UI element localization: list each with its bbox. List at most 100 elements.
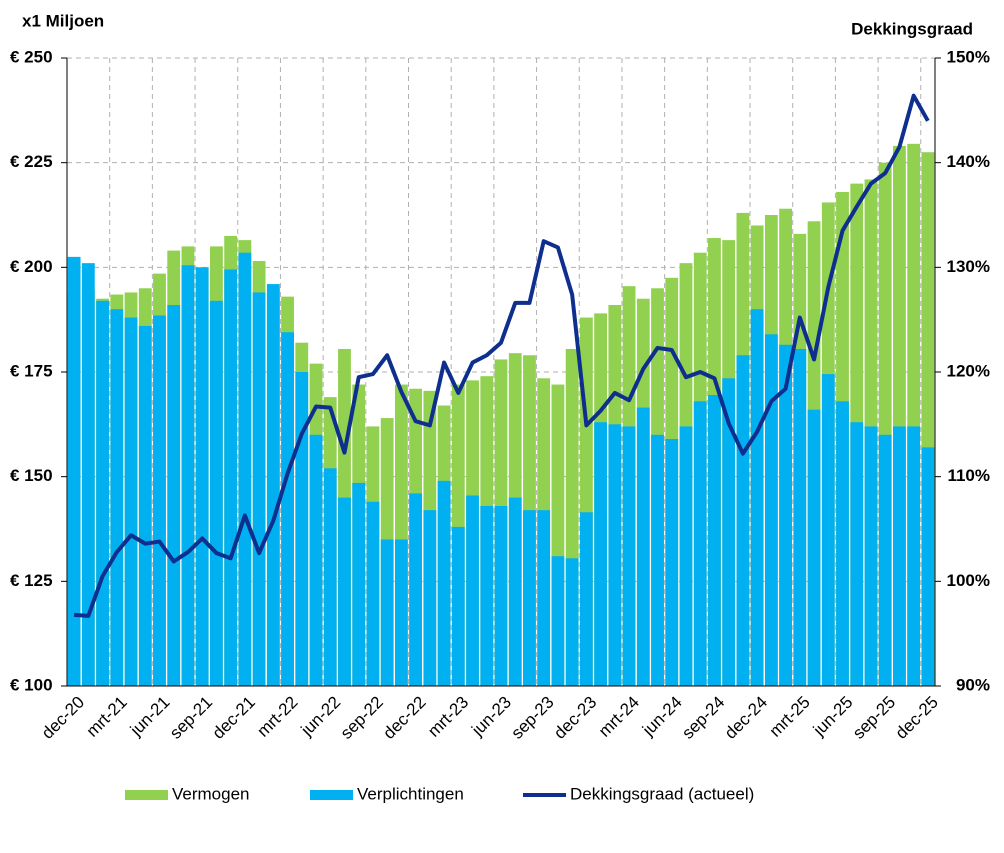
bar xyxy=(252,292,266,686)
x-tick-label: jun-25 xyxy=(809,693,857,741)
bar xyxy=(295,372,309,686)
bar xyxy=(893,426,906,686)
bar xyxy=(821,374,835,686)
line xyxy=(73,93,930,618)
bar xyxy=(636,407,650,686)
x-tick-label: sep-21 xyxy=(166,693,216,743)
x-tick-label: dec-25 xyxy=(892,693,942,743)
bar xyxy=(736,355,750,686)
bar xyxy=(750,309,764,686)
bar xyxy=(81,263,95,686)
x-tick-label: sep-25 xyxy=(849,693,899,743)
bar xyxy=(864,426,878,686)
x-tick-label: dec-24 xyxy=(721,693,771,743)
bar xyxy=(523,510,536,686)
legend-label: Dekkingsgraad (actueel) xyxy=(570,784,754,803)
bar xyxy=(921,447,935,686)
bar xyxy=(779,344,792,686)
x-tick-label: dec-20 xyxy=(38,693,88,743)
y-tick-label: € 225 xyxy=(10,152,53,171)
bar xyxy=(850,422,864,686)
bar xyxy=(722,378,736,686)
bar xyxy=(807,409,821,686)
x-tick-label: mrt-21 xyxy=(83,693,131,741)
bar xyxy=(451,526,465,686)
y-axis-title: x1 Miljoen xyxy=(22,11,104,30)
bar xyxy=(266,284,280,686)
bar xyxy=(96,300,109,686)
bar xyxy=(565,558,579,686)
bar xyxy=(338,497,351,686)
x-tick-label: jun-21 xyxy=(126,693,174,741)
bar xyxy=(878,434,892,686)
bar xyxy=(764,334,778,686)
bar xyxy=(480,505,494,686)
bar xyxy=(622,426,636,686)
y2-axis-title: Dekkingsgraad xyxy=(851,19,973,38)
y-tick-label: € 150 xyxy=(10,466,53,485)
x-tick-label: sep-22 xyxy=(337,693,387,743)
x-tick-label: sep-23 xyxy=(507,693,557,743)
bar xyxy=(579,512,593,686)
bar xyxy=(366,501,380,686)
bar xyxy=(138,325,152,686)
x-tick-label: mrt-23 xyxy=(424,693,472,741)
bar xyxy=(281,332,294,686)
bar xyxy=(210,300,223,686)
x-tick-label: jun-22 xyxy=(297,693,345,741)
x-tick-label: dec-22 xyxy=(379,693,429,743)
bar xyxy=(508,497,522,686)
legend-swatch xyxy=(125,790,168,800)
y-tick-label: € 100 xyxy=(10,675,53,694)
bar xyxy=(423,510,437,686)
bar xyxy=(110,309,124,686)
bar xyxy=(380,539,394,686)
x-tick-label: sep-24 xyxy=(678,693,728,743)
legend-label: Verplichtingen xyxy=(357,784,464,803)
legend-swatch xyxy=(310,790,353,800)
bar xyxy=(679,426,693,686)
y-tick-label: € 250 xyxy=(10,47,53,66)
bar xyxy=(437,480,451,686)
bar xyxy=(67,256,81,686)
bar xyxy=(124,317,138,686)
y-tick-label: € 175 xyxy=(10,361,53,380)
bar xyxy=(181,265,195,686)
bar xyxy=(167,305,181,686)
bar xyxy=(537,510,551,686)
bar xyxy=(494,505,508,686)
bar xyxy=(651,434,664,686)
x-tick-label: mrt-22 xyxy=(253,693,301,741)
x-tick-label: mrt-24 xyxy=(595,693,643,741)
bar xyxy=(793,348,807,686)
x-tick-label: mrt-25 xyxy=(766,693,814,741)
bar xyxy=(466,495,479,686)
y2-tick-label: 110% xyxy=(947,466,990,485)
bar xyxy=(907,426,921,686)
y-tick-label: € 200 xyxy=(10,257,53,276)
bar xyxy=(409,493,423,686)
y2-tick-label: 130% xyxy=(947,257,990,276)
bar xyxy=(224,269,238,686)
bar xyxy=(195,267,209,686)
bar xyxy=(352,482,366,686)
bar xyxy=(394,539,408,686)
bar xyxy=(238,252,252,686)
bar xyxy=(665,438,679,686)
x-tick-label: jun-23 xyxy=(467,693,515,741)
bar xyxy=(551,556,565,686)
bar xyxy=(594,422,608,686)
y2-tick-label: 90% xyxy=(956,675,990,694)
bar xyxy=(693,401,707,686)
bar xyxy=(153,315,166,686)
bar xyxy=(836,401,849,686)
y2-tick-label: 100% xyxy=(947,571,990,590)
bar xyxy=(708,395,721,686)
x-tick-label: dec-21 xyxy=(209,693,259,743)
y2-tick-label: 120% xyxy=(947,361,990,380)
y2-tick-label: 150% xyxy=(947,47,990,66)
x-tick-label: jun-24 xyxy=(638,693,686,741)
x-tick-label: dec-23 xyxy=(550,693,600,743)
bar xyxy=(608,424,622,686)
